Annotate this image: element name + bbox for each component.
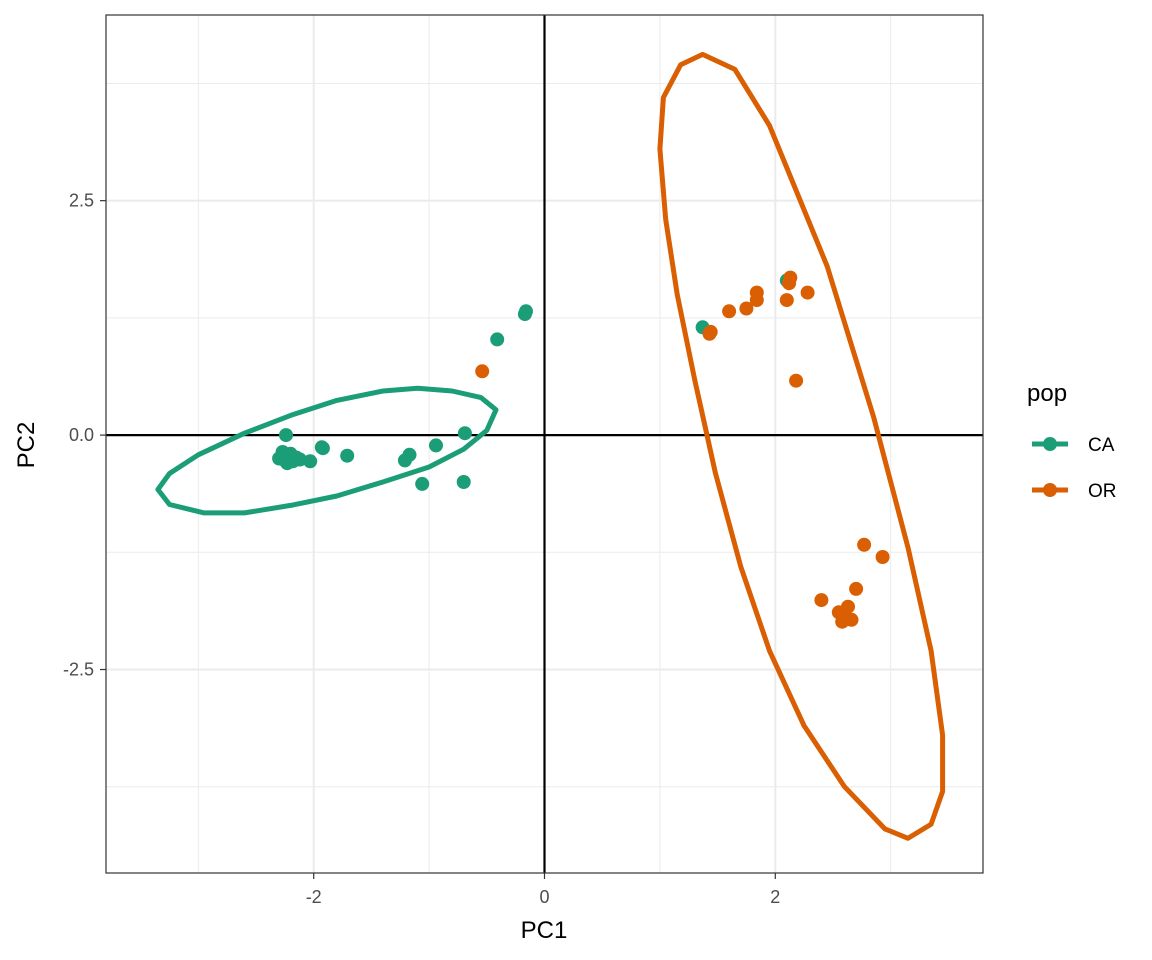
- point-ca: [303, 454, 318, 469]
- x-tick-label: -2: [306, 887, 322, 907]
- point-ca: [456, 475, 471, 489]
- point-or: [841, 599, 855, 614]
- point-or: [703, 324, 718, 339]
- point-ca: [315, 441, 330, 456]
- point-or: [800, 285, 815, 300]
- point-or: [722, 304, 737, 319]
- point-or: [849, 581, 864, 596]
- point-ca: [340, 448, 355, 463]
- point-ca: [402, 447, 417, 462]
- point-or: [814, 593, 829, 608]
- point-ca: [292, 452, 307, 467]
- point-ca: [429, 438, 443, 453]
- confidence-ellipses: [155, 51, 946, 841]
- legend: pop CA OR: [1027, 380, 1117, 502]
- point-ca: [457, 426, 472, 441]
- y-tick-label: 0.0: [69, 425, 94, 445]
- y-tick-label: 2.5: [69, 191, 94, 211]
- x-axis-title: PC1: [521, 917, 568, 944]
- point-ca: [415, 476, 430, 491]
- point-ca: [279, 428, 293, 443]
- point-or: [739, 301, 754, 316]
- point-or: [749, 285, 764, 300]
- data-points: [272, 270, 890, 629]
- ellipse-or: [657, 51, 946, 841]
- point-or: [779, 293, 794, 308]
- point-or: [857, 537, 872, 552]
- legend-title: pop: [1027, 380, 1067, 407]
- point-or: [875, 550, 890, 564]
- point-or: [475, 364, 490, 379]
- legend-key-point-or: [1043, 483, 1057, 497]
- y-tick-label: -2.5: [63, 660, 94, 680]
- point-or: [844, 612, 859, 627]
- x-tick-label: 2: [770, 887, 780, 907]
- point-or: [789, 373, 804, 388]
- x-tick-label: 0: [539, 887, 549, 907]
- legend-label-ca: CA: [1088, 435, 1115, 456]
- point-ca: [490, 332, 505, 347]
- point-or: [783, 270, 798, 285]
- legend-label-or: OR: [1088, 481, 1117, 502]
- legend-entries: CA OR: [1032, 435, 1117, 502]
- ellipse-ca: [155, 385, 499, 516]
- x-axis-ticks: -2 0 2: [306, 873, 780, 907]
- legend-key-point-ca: [1043, 437, 1057, 451]
- reference-lines: [106, 15, 983, 873]
- point-ca: [519, 304, 533, 319]
- y-axis-ticks: 2.5 0.0 -2.5: [63, 191, 106, 680]
- y-axis-title: PC2: [13, 422, 40, 469]
